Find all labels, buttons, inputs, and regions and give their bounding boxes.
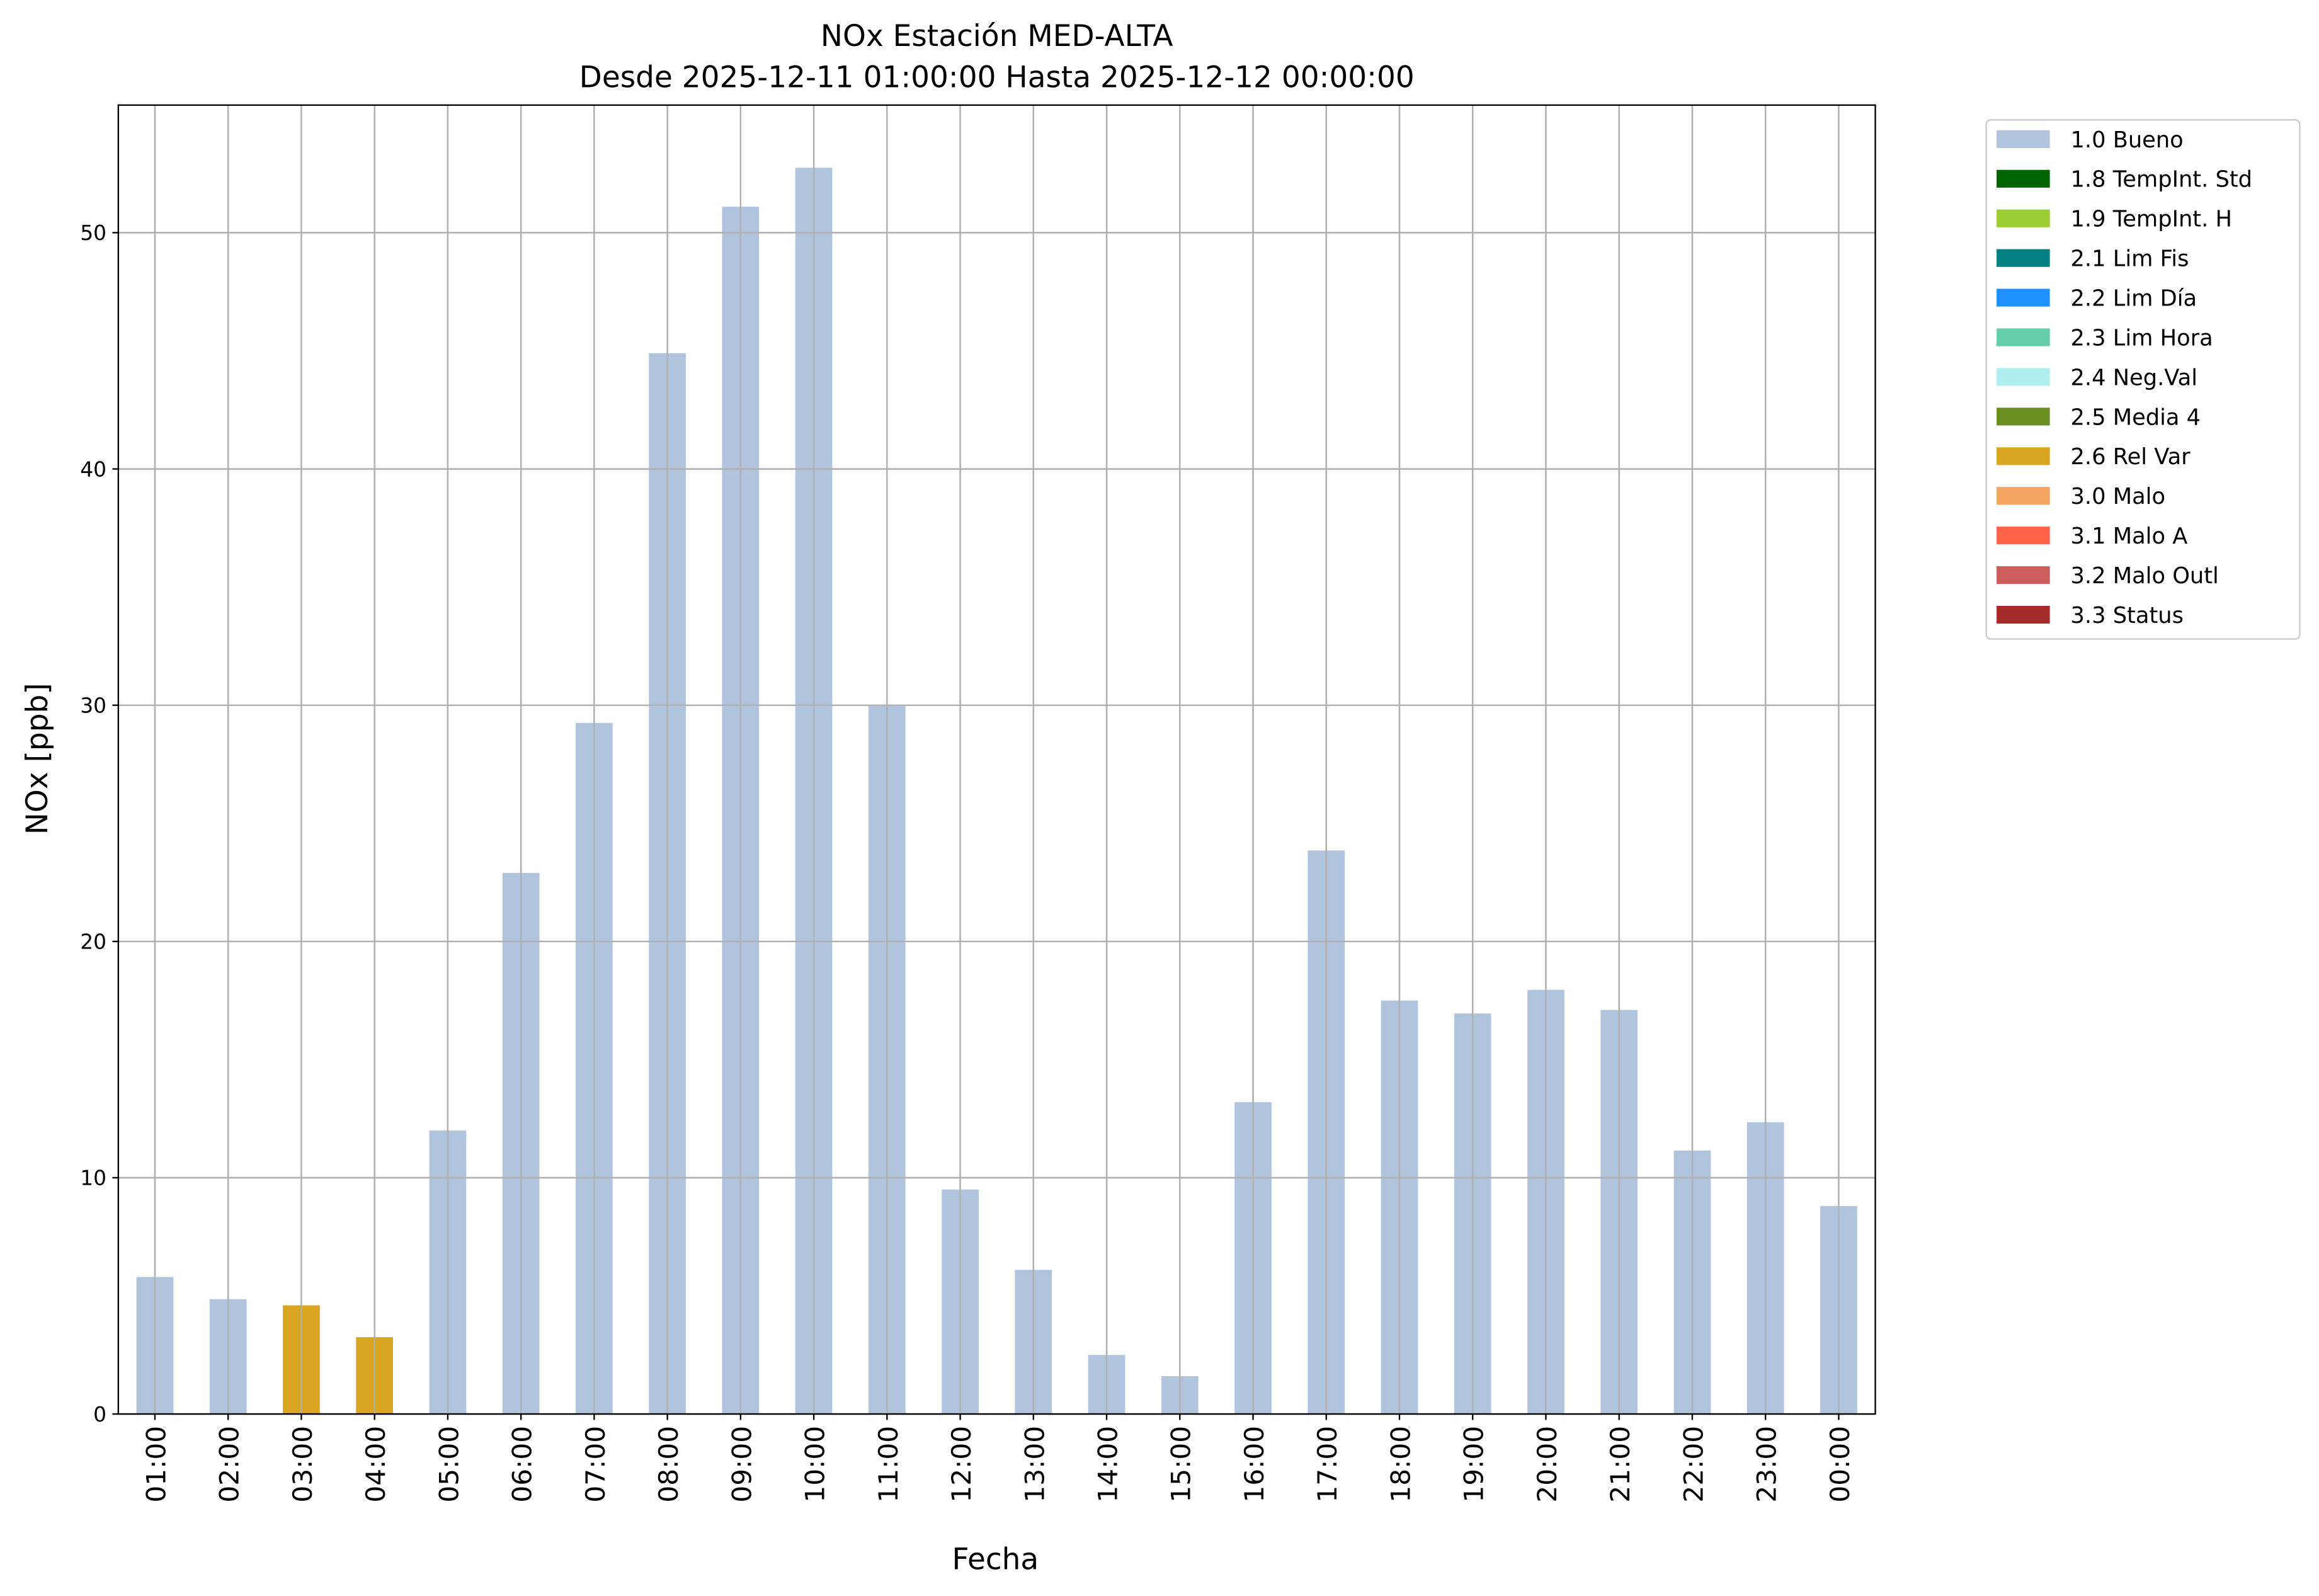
x-tick-label: 01:00 — [140, 1426, 171, 1503]
x-tick-label: 10:00 — [800, 1426, 831, 1503]
legend-label: 2.4 Neg.Val — [2071, 365, 2198, 390]
x-axis-label: Fecha — [952, 1542, 1039, 1577]
legend-swatch — [1997, 368, 2050, 386]
legend-swatch — [1997, 130, 2050, 148]
x-tick-label: 22:00 — [1678, 1426, 1709, 1503]
x-tick-label: 13:00 — [1019, 1426, 1050, 1503]
x-tick-label: 16:00 — [1239, 1426, 1270, 1503]
legend-swatch — [1997, 209, 2050, 227]
y-tick-label: 40 — [80, 457, 106, 481]
y-tick-label: 30 — [80, 693, 106, 717]
y-axis-label: NOx [ppb] — [20, 683, 55, 835]
legend-label: 3.2 Malo Outl — [2071, 563, 2219, 589]
legend-swatch — [1997, 169, 2050, 188]
x-tick-label: 19:00 — [1459, 1426, 1490, 1503]
x-tick-label: 09:00 — [726, 1426, 757, 1503]
legend-label: 1.0 Bueno — [2071, 127, 2184, 153]
legend-label: 2.5 Media 4 — [2071, 404, 2201, 430]
legend-label: 3.1 Malo A — [2071, 523, 2188, 549]
x-tick-label: 11:00 — [873, 1426, 904, 1503]
legend-label: 3.0 Malo — [2071, 484, 2166, 510]
legend: 1.0 Bueno 1.8 TempInt. Std 1.9 TempInt. H 2… — [1985, 119, 2301, 640]
x-tick-label: 02:00 — [214, 1426, 245, 1503]
legend-swatch — [1997, 447, 2050, 465]
y-tick-label: 50 — [80, 220, 106, 245]
y-tick-label: 0 — [93, 1402, 106, 1427]
legend-label: 2.2 Lim Día — [2071, 286, 2197, 312]
legend-label: 1.8 TempInt. Std — [2071, 167, 2252, 193]
plot-frame — [117, 104, 1876, 1415]
legend-label: 2.3 Lim Hora — [2071, 325, 2213, 351]
legend-swatch — [1997, 288, 2050, 307]
legend-swatch — [1997, 605, 2050, 624]
chart-title: NOx Estación MED-ALTA — [821, 19, 1173, 54]
x-tick-label: 04:00 — [360, 1426, 391, 1503]
x-tick-label: 18:00 — [1385, 1426, 1416, 1503]
legend-swatch — [1997, 249, 2050, 267]
x-tick-label: 08:00 — [653, 1426, 684, 1503]
legend-swatch — [1997, 527, 2050, 545]
chart-subtitle: Desde 2025-12-11 01:00:00 Hasta 2025-12-… — [579, 60, 1415, 95]
y-axis-ticks: 0 10 20 30 40 50 — [80, 220, 118, 1427]
x-tick-label: 20:00 — [1532, 1426, 1563, 1503]
legend-frame — [1985, 119, 2301, 640]
x-axis-ticks: 01:00 02:00 03:00 04:00 05:00 06:00 07:00 08:00… — [140, 1414, 1855, 1503]
legend-label: 2.6 Rel Var — [2071, 444, 2191, 470]
legend-swatch — [1997, 408, 2050, 426]
x-tick-label: 05:00 — [433, 1426, 464, 1503]
x-tick-label: 21:00 — [1605, 1426, 1636, 1503]
legend-label: 1.9 TempInt. H — [2071, 207, 2232, 232]
legend-label: 3.3 Status — [2071, 603, 2184, 629]
x-tick-label: 15:00 — [1166, 1426, 1197, 1503]
y-tick-label: 20 — [80, 930, 106, 954]
legend-swatch — [1997, 487, 2050, 505]
x-tick-label: 17:00 — [1312, 1426, 1343, 1503]
x-tick-label: 23:00 — [1752, 1426, 1782, 1503]
legend-label: 2.1 Lim Fis — [2071, 246, 2189, 272]
x-tick-label: 03:00 — [287, 1426, 318, 1503]
y-tick-label: 10 — [80, 1166, 106, 1190]
x-tick-label: 12:00 — [946, 1426, 977, 1503]
bars — [118, 105, 1876, 1415]
legend-swatch — [1997, 328, 2050, 346]
legend-swatch — [1997, 566, 2050, 584]
x-tick-label: 14:00 — [1092, 1426, 1123, 1503]
x-tick-label: 07:00 — [580, 1426, 611, 1503]
x-tick-label: 00:00 — [1825, 1426, 1855, 1503]
x-tick-label: 06:00 — [507, 1426, 538, 1503]
